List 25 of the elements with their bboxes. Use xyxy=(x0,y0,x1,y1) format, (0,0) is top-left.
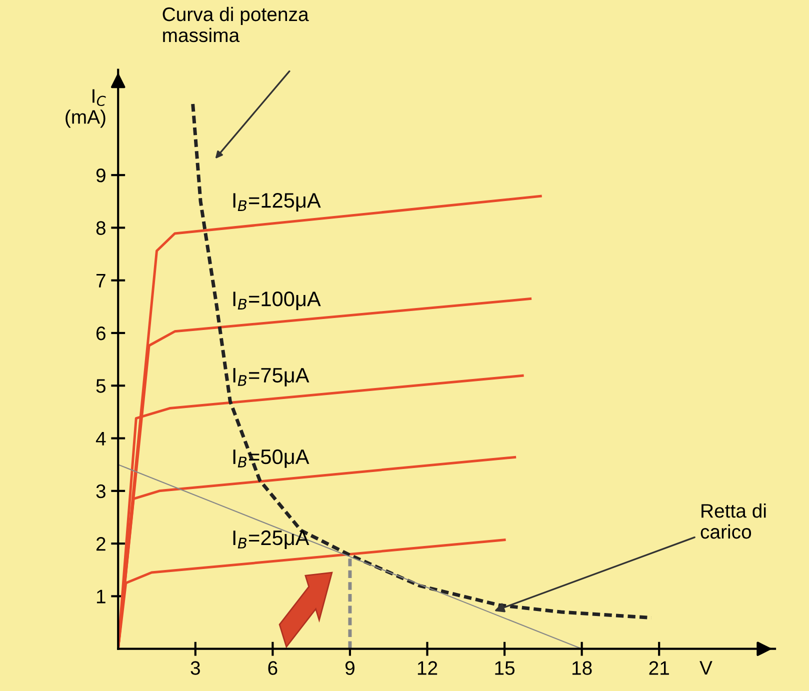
y-tick-label: 9 xyxy=(96,168,106,182)
series-label: I$_{B}$=50μA xyxy=(233,449,310,468)
x-tick-label: 21 xyxy=(649,661,669,675)
series-label: I$_{B}$=100μA xyxy=(233,292,321,310)
x-tick-label: 3 xyxy=(190,661,200,675)
x-axis-title: V xyxy=(700,661,712,675)
x-tick-label: 18 xyxy=(572,661,592,675)
y-tick-label: 5 xyxy=(96,379,106,393)
x-tick-label: 15 xyxy=(495,661,515,675)
x-tick-label: 12 xyxy=(418,661,438,675)
x-tick-label: 6 xyxy=(268,661,278,675)
y-tick-label: 2 xyxy=(96,537,106,551)
y-axis-title: I$_{C}$ (mA) xyxy=(66,89,106,128)
y-tick-label: 6 xyxy=(96,326,106,340)
y-tick-label: 3 xyxy=(96,484,106,498)
series-label: I$_{B}$=125μA xyxy=(233,193,321,212)
y-tick-label: 7 xyxy=(96,274,106,288)
series-label: I$_{B}$=75μA xyxy=(233,368,310,386)
y-tick-label: 1 xyxy=(96,590,106,604)
y-tick-label: 8 xyxy=(96,221,106,235)
annotation: Retta di carico xyxy=(700,503,766,539)
x-tick-label: 9 xyxy=(345,661,354,675)
text: Curva di potenza massima xyxy=(162,6,309,42)
series-label: I$_{B}$=25μA xyxy=(233,530,310,549)
y-tick-label: 4 xyxy=(96,432,106,446)
